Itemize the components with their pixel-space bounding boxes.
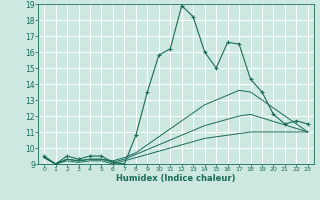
X-axis label: Humidex (Indice chaleur): Humidex (Indice chaleur) [116,174,236,183]
